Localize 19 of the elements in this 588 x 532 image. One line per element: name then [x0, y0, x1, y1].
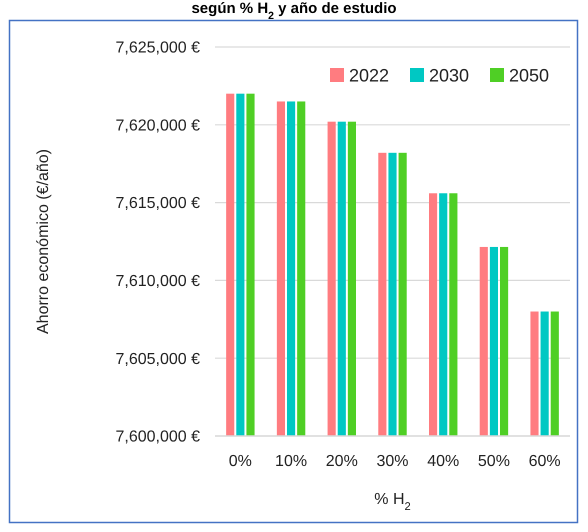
- x-tick-label: 0%: [228, 453, 252, 470]
- y-axis-title: Ahorro económico (€/año): [35, 149, 52, 334]
- y-tick-label: 7,600,000 €: [115, 428, 200, 446]
- x-tick-label: 10%: [275, 453, 308, 470]
- y-tick-label: 7,605,000 €: [115, 350, 200, 368]
- x-tick-label: 30%: [376, 453, 409, 470]
- y-tick-label: 7,625,000 €: [115, 40, 200, 57]
- y-tick-label: 7,620,000 €: [115, 117, 200, 134]
- y-tick-label: 7,615,000 €: [115, 195, 200, 212]
- x-tick-label: 60%: [528, 453, 561, 470]
- legend-label: 2030: [429, 65, 470, 86]
- x-axis-title: % H$_{2}$: [374, 491, 411, 513]
- x-tick-label: 20%: [326, 453, 358, 470]
- legend-label: 2022: [349, 65, 390, 86]
- y-tick-label: 7,610,000 €: [115, 273, 200, 290]
- legend-label: 2050: [509, 65, 550, 86]
- x-tick-label: 40%: [427, 453, 460, 470]
- x-tick-label: 50%: [478, 453, 510, 470]
- chart-title: según % H$_{2}$ y año de estudio: [191, 0, 397, 22]
